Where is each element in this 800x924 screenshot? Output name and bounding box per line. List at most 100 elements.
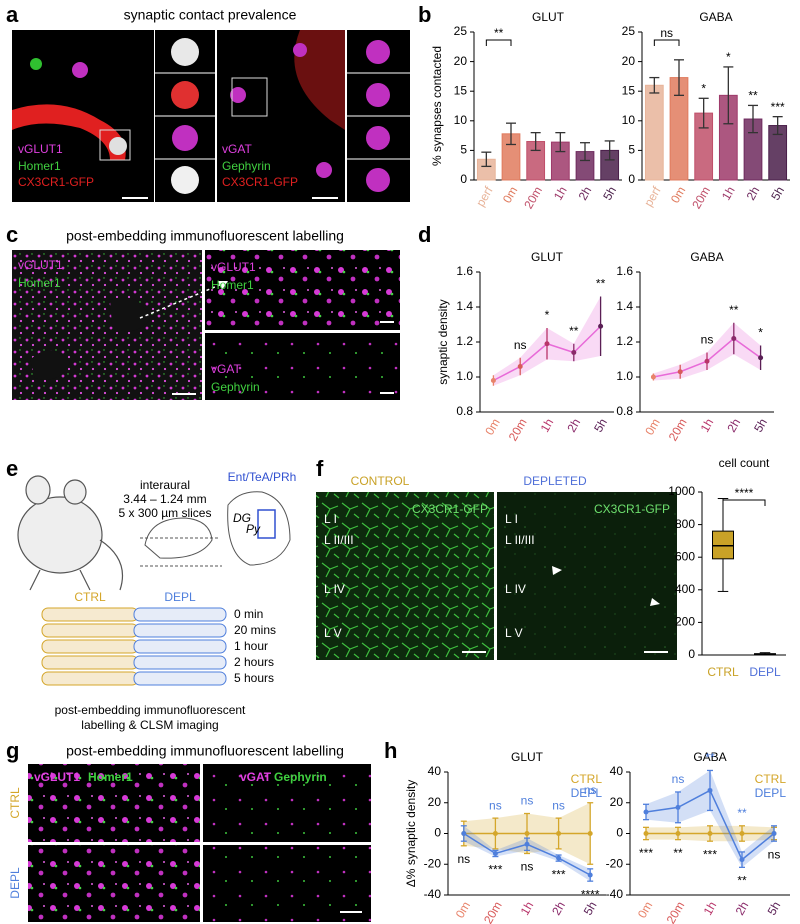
x-tick-label: 2h: [744, 184, 763, 203]
microglia-process: [294, 30, 345, 130]
y-tick-label: 5: [628, 143, 635, 157]
significance-label: ****: [581, 887, 600, 901]
y-tick-label: 10: [454, 113, 468, 127]
x-tick-label: 5h: [768, 184, 787, 203]
time-label: 0 min: [234, 607, 263, 621]
marker-label: CX3CR1-GFP: [412, 502, 488, 516]
synapse-blob: [293, 43, 307, 57]
inset-blob: [366, 168, 390, 192]
y-tick-label: 0.8: [616, 404, 633, 418]
region-label: Ent/TeA/PRh: [228, 470, 297, 484]
inset-blob: [366, 126, 390, 150]
significance-label: ns: [521, 860, 534, 874]
y-axis-label: synaptic density: [436, 299, 450, 384]
data-point: [598, 323, 604, 329]
x-tick-label: 1h: [538, 416, 557, 435]
y-tick-label: 1.2: [616, 334, 633, 348]
scale-bar: [172, 321, 394, 395]
chart-title: GABA: [693, 750, 726, 764]
legend-entry: DEPL: [755, 786, 787, 800]
synapse-blob: [30, 58, 42, 70]
channel-label: vGAT: [211, 362, 241, 376]
x-tick-label: 0m: [635, 899, 655, 920]
data-point: [517, 364, 523, 369]
x-tick-label: 20m: [481, 899, 505, 924]
data-point: [643, 809, 649, 815]
synapse-blob: [316, 162, 332, 178]
box: [712, 530, 734, 560]
inset-dividers: [155, 72, 215, 160]
micrograph: [28, 764, 200, 842]
channel-label: vGAT: [222, 142, 252, 156]
significance-label: ns: [701, 333, 714, 347]
legend-entry: DEPL: [571, 786, 603, 800]
data-point: [707, 831, 713, 836]
significance-label: **: [737, 806, 747, 820]
layer-label: L II/III: [324, 533, 354, 547]
coordinate-text: 3.44 – 1.24 mm: [123, 492, 206, 506]
x-tick-label: 20m: [666, 416, 690, 443]
data-point: [643, 831, 649, 836]
y-tick-label: 20: [454, 54, 468, 68]
channel-label: vGLUT1: [18, 258, 63, 272]
x-tick-label: perf: [641, 184, 664, 209]
x-tick-label: 0m: [500, 184, 520, 205]
y-tick-label: -40: [606, 887, 624, 901]
x-tick-label: 1h: [701, 899, 720, 918]
chart-title: GABA: [690, 250, 723, 264]
y-tick-label: 15: [454, 83, 468, 97]
channel-label: Gephyrin: [222, 159, 271, 173]
data-point: [556, 831, 562, 836]
panel-letter: f: [316, 456, 324, 481]
panel-letter: c: [6, 222, 18, 247]
x-tick-label: 2h: [733, 899, 752, 918]
significance-label: *: [758, 326, 763, 340]
y-tick-label: 1.4: [616, 299, 633, 313]
row-label: CTRL: [8, 787, 22, 819]
significance-label: ns: [521, 794, 534, 808]
significance-label: **: [569, 324, 579, 338]
bar: [644, 84, 664, 181]
time-label: 20 mins: [234, 623, 276, 637]
y-tick-label: 200: [675, 615, 695, 629]
y-tick-label: 40: [610, 764, 624, 778]
data-point: [675, 831, 681, 836]
microglia-process: [12, 104, 126, 160]
panel-title: synaptic contact prevalence: [124, 7, 297, 23]
micrograph: [316, 492, 494, 660]
significance-label: ns: [660, 26, 673, 40]
y-tick-label: -40: [424, 887, 442, 901]
slice-stacks: [41, 607, 227, 686]
inset-blob: [171, 38, 199, 66]
row-label: DEPL: [8, 867, 22, 899]
layer-label: L V: [505, 626, 523, 640]
significance-label: ns: [672, 772, 685, 786]
significance-label: **: [729, 303, 739, 317]
micrograph: [203, 845, 371, 922]
group-label: CTRL: [74, 590, 106, 604]
cell-bodies: [30, 297, 150, 380]
x-tick-label: 1h: [698, 416, 717, 435]
x-tick-label: 20m: [506, 416, 530, 443]
data-point: [739, 857, 745, 863]
channel-label: CX3CR1-GFP: [18, 175, 94, 189]
significance-label: **: [673, 846, 683, 860]
y-tick-label: 10: [622, 113, 636, 127]
group-label: DEPL: [164, 590, 196, 604]
channel-label: Gephyrin: [274, 770, 327, 784]
channel-label: Gephyrin: [211, 380, 260, 394]
data-point: [492, 850, 498, 856]
data-point: [739, 831, 745, 836]
data-point: [571, 350, 577, 355]
significance-label: ***: [703, 847, 717, 861]
coordinate-text: 5 x 300 µm slices: [119, 506, 212, 520]
significance-label: ns: [489, 798, 502, 812]
significance-label: **: [596, 277, 606, 291]
data-point: [704, 358, 710, 364]
inset-box: [231, 77, 268, 117]
coordinate-text: interaural: [140, 478, 190, 492]
channel-label: vGLUT1: [34, 770, 80, 784]
inset-blob: [171, 166, 199, 194]
